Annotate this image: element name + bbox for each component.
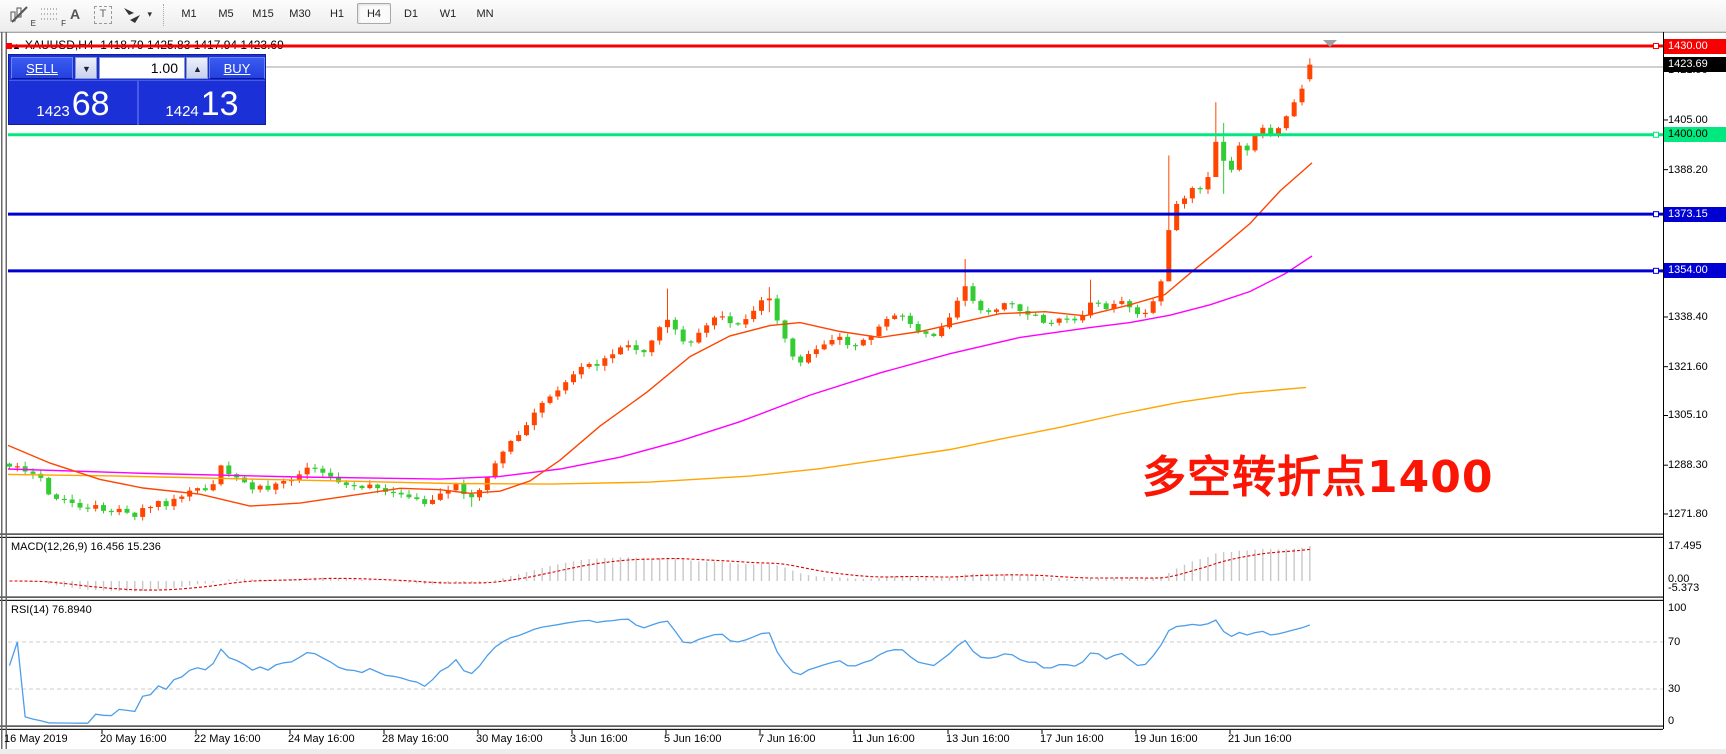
rsi-pane	[8, 618, 1663, 724]
date-label: 5 Jun 16:00	[664, 733, 722, 745]
macd-axis-label: 17.495	[1668, 540, 1702, 553]
annotation-text[interactable]: 多空转折点1400	[1142, 452, 1494, 503]
line-handle[interactable]	[6, 43, 12, 49]
shift-marker-icon[interactable]	[1323, 40, 1337, 47]
sell-button[interactable]: SELL	[11, 57, 73, 79]
buy-button[interactable]: BUY	[209, 57, 265, 79]
toolbar: E F A T ▾ M1 M5 M15 M30 H1 H4 D1 W1 MN	[0, 0, 1726, 32]
chart-pencil-icon[interactable]: E	[8, 4, 36, 28]
chevron-down-icon: ▾	[147, 9, 152, 19]
tf-button-h4[interactable]: H4	[357, 3, 391, 24]
rsi-axis-label: 30	[1668, 683, 1681, 696]
macd-label: MACD(12,26,9) 16.456 15.236	[11, 541, 161, 553]
volume-input[interactable]	[99, 57, 185, 79]
text-label-icon[interactable]: A	[70, 6, 81, 22]
date-label: 21 Jun 16:00	[1228, 733, 1292, 745]
date-label: 3 Jun 16:00	[570, 733, 628, 745]
line-handle[interactable]	[1653, 267, 1659, 274]
grid-icon[interactable]: F	[38, 4, 66, 28]
macd-pane	[9, 546, 1311, 592]
horizontal-lines[interactable]	[6, 43, 1664, 274]
tf-button-d1[interactable]: D1	[403, 8, 419, 20]
price-badge: 1373.15	[1664, 206, 1726, 222]
date-label: 24 May 16:00	[288, 733, 355, 745]
buy-price[interactable]: 1424 13	[139, 81, 265, 125]
caret-down-icon: ▼	[82, 64, 91, 74]
price-badge: 1400.00	[1664, 127, 1726, 143]
pane-borders	[0, 32, 1726, 754]
price-badge: 1430.00	[1664, 38, 1726, 54]
buy-price-small: 1424	[165, 103, 199, 120]
date-label: 30 May 16:00	[476, 733, 543, 745]
sell-price[interactable]: 1423 68	[9, 81, 137, 125]
price-tick: 1321.60	[1668, 360, 1708, 373]
caret-up-icon: ▲	[193, 64, 202, 74]
date-label: 28 May 16:00	[382, 733, 449, 745]
sell-price-big: 68	[71, 85, 110, 123]
date-label: 22 May 16:00	[194, 733, 261, 745]
tf-button-w1[interactable]: W1	[439, 8, 457, 20]
price-badge: 1354.00	[1664, 263, 1726, 279]
tf-button-m15[interactable]: M15	[252, 8, 274, 20]
rsi-axis-label: 70	[1668, 636, 1681, 649]
sell-price-small: 1423	[36, 103, 70, 120]
volume-decrease-button[interactable]: ▼	[75, 57, 97, 79]
line-handle[interactable]	[1653, 131, 1659, 138]
buy-price-big: 13	[200, 85, 239, 123]
date-label: 19 Jun 16:00	[1134, 733, 1198, 745]
date-label: 16 May 2019	[4, 733, 68, 745]
icon-badge: F	[61, 19, 66, 28]
trade-panel-row: SELL ▼ ▲ BUY	[9, 55, 265, 80]
price-tick: 1388.20	[1668, 163, 1708, 176]
icon-badge: E	[30, 19, 36, 28]
text-box-icon[interactable]: T	[94, 6, 112, 24]
volume-increase-button[interactable]: ▲	[186, 57, 208, 79]
tf-button-m30[interactable]: M30	[289, 8, 311, 20]
price-badge: 1423.69	[1664, 57, 1726, 73]
line-handle[interactable]	[1653, 43, 1659, 49]
one-click-trading-panel: SELL ▼ ▲ BUY 1423 68 1424 13	[8, 54, 266, 125]
date-label: 13 Jun 16:00	[946, 733, 1010, 745]
timeframe-toolbar: M1 M5 M15 M30 H1 H4 D1 W1 MN	[172, 3, 505, 27]
rsi-axis-label: 0	[1668, 715, 1675, 728]
date-label: 17 Jun 16:00	[1040, 733, 1104, 745]
cursor-tools-icon[interactable]: ▾	[120, 4, 152, 26]
tf-button-m1[interactable]: M1	[181, 8, 197, 20]
toolbar-separator	[163, 4, 164, 26]
panel-divider	[137, 81, 139, 125]
date-label: 11 Jun 16:00	[852, 733, 915, 745]
tf-button-h1[interactable]: H1	[329, 8, 345, 20]
panel-divider	[9, 80, 265, 81]
date-label: 20 May 16:00	[100, 733, 167, 745]
tf-button-mn[interactable]: MN	[476, 8, 494, 20]
line-handle[interactable]	[1653, 211, 1659, 218]
price-tick: 1405.00	[1668, 113, 1708, 126]
date-label: 7 Jun 16:00	[758, 733, 816, 745]
rsi-label: RSI(14) 76.8940	[11, 604, 92, 616]
price-tick: 1271.80	[1668, 508, 1708, 520]
price-tick: 1338.40	[1668, 310, 1708, 323]
candles	[7, 58, 1313, 521]
rsi-axis-label: 100	[1668, 602, 1687, 615]
tf-button-m5[interactable]: M5	[218, 8, 234, 20]
price-tick: 1288.30	[1668, 459, 1708, 472]
price-tick: 1305.10	[1668, 409, 1708, 422]
macd-axis-label: -5.373	[1668, 582, 1700, 595]
